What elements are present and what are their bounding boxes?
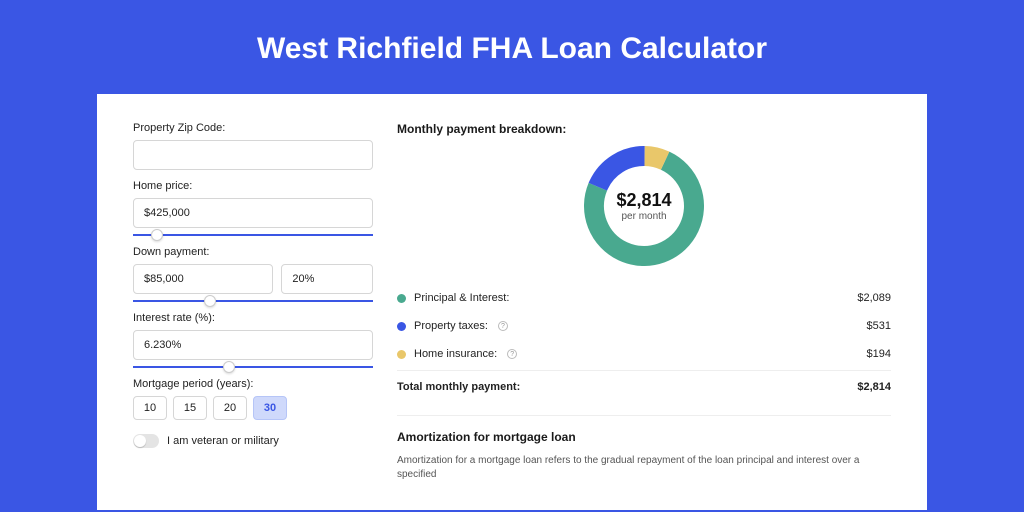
legend-dot <box>397 294 406 303</box>
amortization-title: Amortization for mortgage loan <box>397 430 891 444</box>
breakdown-amount: $2,089 <box>857 292 891 304</box>
down-payment-label: Down payment: <box>133 246 373 258</box>
breakdown-rows: Principal & Interest: $2,089 Property taxe… <box>397 284 891 368</box>
interest-slider[interactable] <box>133 366 373 368</box>
zip-label: Property Zip Code: <box>133 122 373 134</box>
breakdown-title: Monthly payment breakdown: <box>397 122 891 136</box>
period-field: Mortgage period (years): 10152030 <box>133 378 373 420</box>
info-icon[interactable]: ? <box>507 349 517 359</box>
info-icon[interactable]: ? <box>498 321 508 331</box>
veteran-toggle[interactable] <box>133 434 159 448</box>
donut-amount: $2,814 <box>616 190 671 211</box>
donut-chart: $2,814 per month <box>584 146 704 266</box>
period-option-15[interactable]: 15 <box>173 396 207 420</box>
breakdown-label: Property taxes: <box>414 320 488 332</box>
donut-center: $2,814 per month <box>584 146 704 266</box>
down-payment-input[interactable] <box>133 264 273 294</box>
veteran-row: I am veteran or military <box>133 434 373 448</box>
down-payment-percent-input[interactable] <box>281 264 373 294</box>
amortization-block: Amortization for mortgage loan Amortizat… <box>397 415 891 482</box>
home-price-input[interactable] <box>133 198 373 228</box>
interest-slider-handle[interactable] <box>223 361 235 373</box>
down-payment-slider[interactable] <box>133 300 373 302</box>
page-background: West Richfield FHA Loan Calculator Prope… <box>0 0 1024 512</box>
period-options: 10152030 <box>133 396 373 420</box>
home-price-label: Home price: <box>133 180 373 192</box>
total-label: Total monthly payment: <box>397 381 520 393</box>
calculator-card: Property Zip Code: Home price: Down paym… <box>97 94 927 510</box>
interest-input[interactable] <box>133 330 373 360</box>
breakdown-label: Principal & Interest: <box>414 292 509 304</box>
breakdown-column: Monthly payment breakdown: $2,814 per mo… <box>397 122 891 482</box>
page-title: West Richfield FHA Loan Calculator <box>0 32 1024 66</box>
down-payment-slider-handle[interactable] <box>204 295 216 307</box>
home-price-slider-handle[interactable] <box>151 229 163 241</box>
breakdown-row: Principal & Interest: $2,089 <box>397 284 891 312</box>
form-column: Property Zip Code: Home price: Down paym… <box>133 122 373 482</box>
home-price-field: Home price: <box>133 180 373 236</box>
donut-sub: per month <box>621 211 666 222</box>
zip-input[interactable] <box>133 140 373 170</box>
period-option-10[interactable]: 10 <box>133 396 167 420</box>
breakdown-amount: $531 <box>867 320 891 332</box>
interest-field: Interest rate (%): <box>133 312 373 368</box>
amortization-text: Amortization for a mortgage loan refers … <box>397 454 891 482</box>
legend-dot <box>397 350 406 359</box>
breakdown-amount: $194 <box>867 348 891 360</box>
breakdown-label: Home insurance: <box>414 348 497 360</box>
zip-field: Property Zip Code: <box>133 122 373 170</box>
breakdown-row: Home insurance:? $194 <box>397 340 891 368</box>
total-amount: $2,814 <box>857 381 891 393</box>
period-label: Mortgage period (years): <box>133 378 373 390</box>
down-payment-field: Down payment: <box>133 246 373 302</box>
legend-dot <box>397 322 406 331</box>
veteran-label: I am veteran or military <box>167 435 279 447</box>
period-option-20[interactable]: 20 <box>213 396 247 420</box>
breakdown-row: Property taxes:? $531 <box>397 312 891 340</box>
home-price-slider[interactable] <box>133 234 373 236</box>
donut-wrap: $2,814 per month <box>397 146 891 266</box>
period-option-30[interactable]: 30 <box>253 396 287 420</box>
interest-label: Interest rate (%): <box>133 312 373 324</box>
total-row: Total monthly payment: $2,814 <box>397 370 891 401</box>
